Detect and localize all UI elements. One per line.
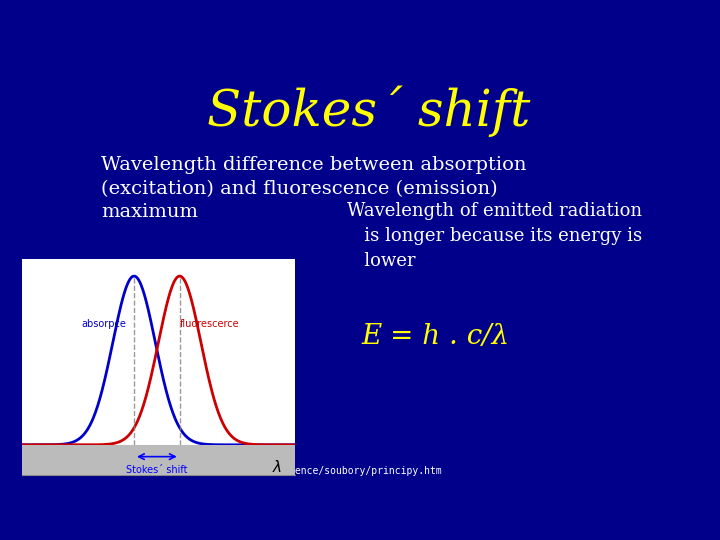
Text: Stokes´ shift: Stokes´ shift <box>207 85 531 137</box>
Text: absorpce: absorpce <box>81 319 126 329</box>
Text: http://psych.lf1.cuni.cz/fluorescence/soubory/principy.htm: http://psych.lf1.cuni.cz/fluorescence/so… <box>101 467 442 476</box>
Text: Wavelength difference between absorption
(excitation) and fluorescence (emission: Wavelength difference between absorption… <box>101 156 526 221</box>
Text: λ: λ <box>272 460 282 475</box>
Text: fluorescerce: fluorescerce <box>180 319 240 329</box>
Text: E = h . c/λ: E = h . c/λ <box>362 322 510 349</box>
Text: Stokes´ shift: Stokes´ shift <box>126 465 188 475</box>
Text: Wavelength of emitted radiation
   is longer because its energy is
   lower: Wavelength of emitted radiation is longe… <box>347 202 642 270</box>
Bar <box>22 445 295 475</box>
